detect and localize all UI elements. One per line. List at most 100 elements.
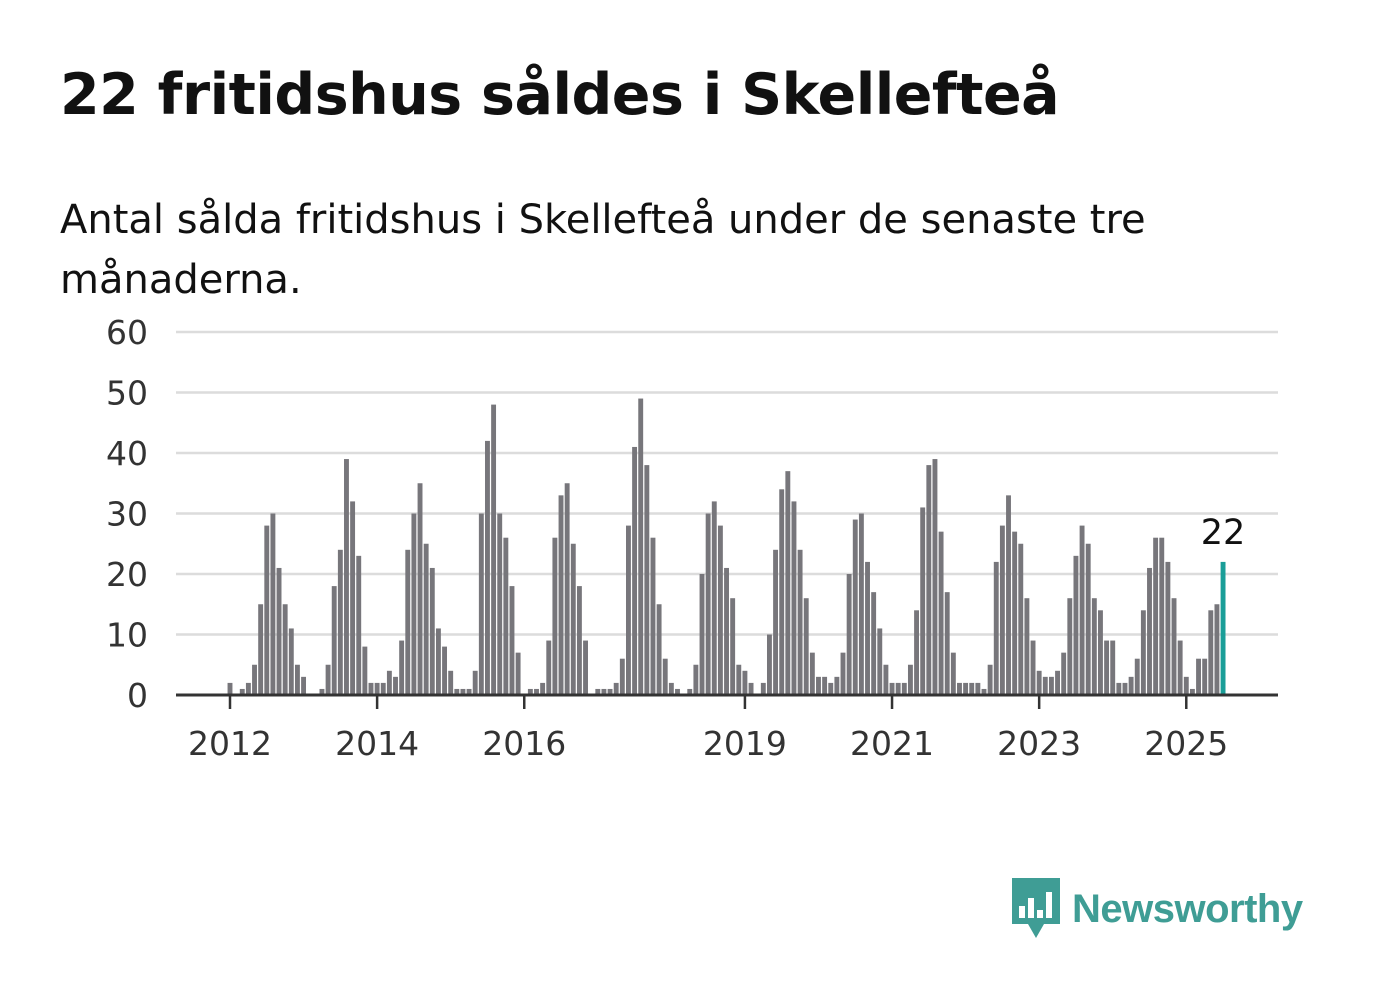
bar xyxy=(969,682,975,695)
bar xyxy=(656,604,662,695)
bar xyxy=(944,592,950,695)
x-tick-label: 2019 xyxy=(703,724,787,763)
bar xyxy=(570,543,576,695)
bar xyxy=(368,682,374,695)
bar-chart-speech-bubble-icon xyxy=(1012,878,1060,938)
bar xyxy=(337,549,343,695)
x-tick-label: 2012 xyxy=(188,724,272,763)
bar xyxy=(294,664,300,695)
bar xyxy=(1189,688,1195,695)
bar xyxy=(662,658,668,695)
bar xyxy=(644,465,650,695)
bar xyxy=(503,537,509,695)
bar xyxy=(454,688,460,695)
bar xyxy=(1153,537,1159,695)
bar xyxy=(540,682,546,695)
bar xyxy=(301,676,307,695)
bar xyxy=(356,555,362,695)
bar xyxy=(258,604,264,695)
x-tick-label: 2021 xyxy=(850,724,934,763)
bar xyxy=(1024,598,1030,695)
bar xyxy=(766,634,772,695)
bar xyxy=(773,549,779,695)
bar xyxy=(227,682,233,695)
bar xyxy=(619,658,625,695)
bar xyxy=(1079,525,1085,695)
bar xyxy=(877,628,883,695)
x-tick-label: 2014 xyxy=(335,724,419,763)
bar xyxy=(534,688,539,695)
bar xyxy=(485,440,490,695)
bar xyxy=(632,446,638,695)
bar xyxy=(399,640,405,695)
bar xyxy=(858,513,864,695)
bar xyxy=(711,501,717,695)
bar xyxy=(920,507,926,695)
bar xyxy=(938,531,944,695)
bar xyxy=(803,598,809,695)
bar xyxy=(1091,598,1097,695)
bar xyxy=(546,640,552,695)
bar xyxy=(1214,604,1220,695)
bar xyxy=(239,688,245,695)
bar xyxy=(558,495,564,695)
bar xyxy=(564,483,570,695)
chart-title: 22 fritidshus såldes i Skellefteå xyxy=(60,62,1060,128)
bar xyxy=(650,537,656,695)
bar xyxy=(1048,676,1054,695)
bar xyxy=(865,561,870,695)
bar xyxy=(344,459,349,695)
bar xyxy=(288,628,294,695)
bar xyxy=(1006,495,1011,695)
bar xyxy=(791,501,797,695)
bar xyxy=(760,682,766,695)
bar xyxy=(1110,640,1116,695)
bar xyxy=(527,688,533,695)
bar-highlight xyxy=(1220,561,1226,695)
bar xyxy=(613,682,619,695)
bar xyxy=(1202,658,1208,695)
bar xyxy=(1085,543,1091,695)
y-tick-label: 0 xyxy=(127,676,148,715)
bar xyxy=(472,670,478,695)
bar xyxy=(264,525,270,695)
bar xyxy=(491,404,497,695)
bar xyxy=(331,586,337,695)
bar xyxy=(816,676,821,695)
bar xyxy=(705,513,711,695)
bar xyxy=(730,598,736,695)
bar xyxy=(926,465,932,695)
bar xyxy=(515,652,521,695)
bar xyxy=(252,664,257,695)
bar xyxy=(1018,543,1024,695)
bar xyxy=(1128,676,1134,695)
bar xyxy=(497,513,503,695)
bar xyxy=(852,519,858,695)
bar xyxy=(1159,537,1165,695)
bar xyxy=(1165,561,1171,695)
bar xyxy=(883,664,889,695)
bar xyxy=(748,682,754,695)
bar xyxy=(374,682,380,695)
bar xyxy=(1055,670,1060,695)
bar xyxy=(993,561,999,695)
bar xyxy=(478,513,484,695)
bar xyxy=(350,501,356,695)
bar xyxy=(987,664,993,695)
bar xyxy=(834,676,840,695)
bar xyxy=(1036,670,1042,695)
bar xyxy=(699,574,705,695)
bar xyxy=(1122,682,1128,695)
bar xyxy=(1042,676,1048,695)
bar xyxy=(405,549,411,695)
bar xyxy=(1171,598,1177,695)
y-tick-label: 60 xyxy=(106,313,148,352)
chart-subtitle: Antal sålda fritidshus i Skellefteå unde… xyxy=(60,197,1146,303)
y-tick-label: 40 xyxy=(106,434,148,473)
bar xyxy=(1012,531,1018,695)
y-tick-label: 10 xyxy=(106,616,148,655)
data-label-latest: 22 xyxy=(1201,513,1246,553)
bar xyxy=(907,664,913,695)
bar xyxy=(1098,610,1103,695)
